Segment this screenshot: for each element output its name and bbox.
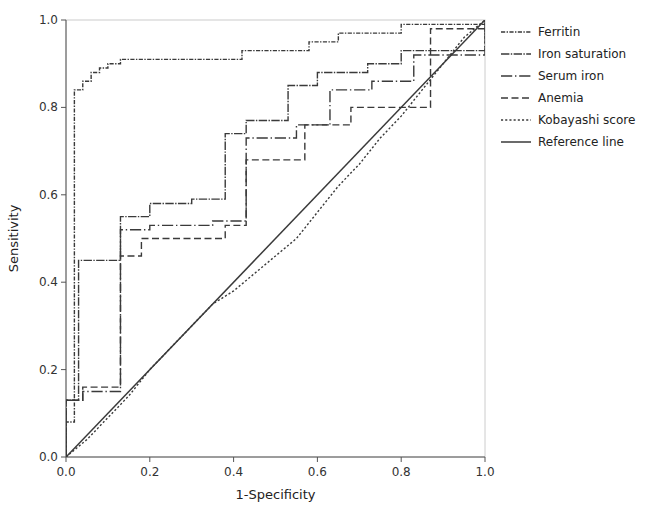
legend-swatch <box>501 141 531 143</box>
y-tick-label: 0.2 <box>39 363 58 377</box>
y-tick <box>61 282 66 283</box>
y-tick <box>61 369 66 370</box>
y-tick <box>61 20 66 21</box>
legend-swatch <box>501 31 531 32</box>
y-axis-label: Sensitivity <box>6 204 21 272</box>
y-tick <box>61 194 66 195</box>
legend-label: Ferritin <box>538 25 580 39</box>
y-tick-label: 0.6 <box>39 188 58 202</box>
legend-label: Serum iron <box>538 69 604 83</box>
x-tick-label: 1.0 <box>475 465 494 479</box>
x-axis-label: 1-Specificity <box>236 487 316 502</box>
x-axis-line <box>66 457 485 458</box>
legend-label: Kobayashi score <box>538 113 635 127</box>
x-tick <box>66 457 67 462</box>
roc-line <box>66 20 485 457</box>
y-tick-label: 0.4 <box>39 275 58 289</box>
y-tick-label: 0.0 <box>39 450 58 464</box>
y-tick <box>61 457 66 458</box>
x-tick <box>317 457 318 462</box>
legend-label: Reference line <box>538 135 624 149</box>
x-tick <box>149 457 150 462</box>
y-tick-label: 0.8 <box>39 100 58 114</box>
x-tick-label: 0.2 <box>140 465 159 479</box>
legend-label: Anemia <box>538 91 584 105</box>
y-tick <box>61 107 66 108</box>
x-tick <box>485 457 486 462</box>
x-tick-label: 0.6 <box>308 465 327 479</box>
legend-swatch <box>501 75 531 76</box>
plot-area <box>66 20 485 457</box>
x-tick <box>401 457 402 462</box>
y-axis-line <box>66 20 67 457</box>
x-tick <box>233 457 234 462</box>
legend-swatch <box>501 119 531 120</box>
roc-line <box>66 20 485 457</box>
legend-label: Iron saturation <box>538 47 626 61</box>
roc-line <box>66 20 485 457</box>
plot-frame <box>66 20 485 457</box>
roc-line <box>66 20 485 457</box>
legend-swatch <box>501 97 531 98</box>
x-tick-label: 0.8 <box>392 465 411 479</box>
legend: Ferritin Iron saturation Serum iron Anemia K… <box>501 25 635 149</box>
x-tick-label: 0.4 <box>224 465 243 479</box>
legend-swatch <box>501 53 531 54</box>
chart: 0.0 0.2 0.4 0.6 0.8 1.0 0.0 0.2 0.4 0.6 0.8 1.0 1-Sp… <box>0 0 650 513</box>
y-tick-label: 1.0 <box>39 13 58 27</box>
roc-line <box>66 20 485 457</box>
axes: 0.0 0.2 0.4 0.6 0.8 1.0 0.0 0.2 0.4 0.6 0.8 1.0 <box>39 13 495 479</box>
roc-line <box>66 20 485 457</box>
x-tick-label: 0.0 <box>56 465 75 479</box>
